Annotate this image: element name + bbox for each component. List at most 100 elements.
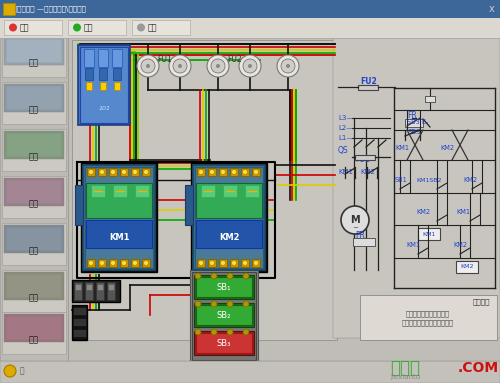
Bar [107, 282, 115, 300]
Bar [120, 168, 128, 176]
Bar [74, 282, 82, 300]
Bar [4, 272, 64, 300]
Bar [190, 270, 258, 362]
Bar [4, 131, 64, 159]
Text: 接线图: 接线图 [390, 359, 420, 377]
Bar [86, 82, 92, 90]
Bar [78, 45, 130, 125]
Bar [97, 284, 103, 290]
Bar [185, 185, 193, 225]
Circle shape [9, 23, 17, 31]
Text: QS: QS [338, 146, 348, 154]
Bar [2, 82, 66, 124]
Text: KM1: KM1 [406, 242, 420, 248]
Circle shape [100, 170, 104, 175]
Bar [91, 185, 105, 197]
Bar [245, 185, 259, 197]
Circle shape [211, 301, 217, 307]
Text: KM2: KM2 [360, 169, 375, 175]
Circle shape [227, 273, 233, 279]
Bar [223, 185, 237, 197]
Text: FU1: FU1 [158, 56, 172, 64]
Text: 帮助: 帮助 [148, 23, 158, 32]
Bar [197, 259, 205, 267]
Circle shape [137, 55, 159, 77]
Bar [72, 280, 120, 302]
Bar [405, 119, 423, 127]
Bar [360, 295, 497, 340]
Bar [75, 284, 81, 290]
Circle shape [242, 260, 248, 265]
Bar [197, 168, 205, 176]
Text: KM1: KM1 [338, 169, 353, 175]
Circle shape [242, 170, 248, 175]
Text: 关: 关 [20, 367, 24, 375]
Circle shape [277, 55, 299, 77]
Bar [208, 259, 216, 267]
Bar [196, 183, 262, 218]
Circle shape [173, 59, 187, 73]
Circle shape [248, 64, 252, 68]
Bar [113, 185, 127, 197]
Circle shape [211, 329, 217, 335]
Bar [0, 38, 68, 383]
Bar [86, 284, 92, 290]
Bar [2, 270, 66, 312]
Bar [142, 168, 150, 176]
Bar [6, 227, 62, 251]
Bar [418, 228, 440, 240]
Bar [135, 185, 149, 197]
Text: KM2: KM2 [453, 242, 467, 248]
Text: L1—: L1— [338, 135, 353, 141]
Circle shape [198, 170, 203, 175]
Circle shape [110, 260, 116, 265]
Bar [358, 85, 378, 90]
Bar [132, 20, 190, 35]
Text: FR: FR [355, 231, 365, 239]
Bar [353, 238, 375, 246]
Bar [87, 168, 95, 176]
Circle shape [141, 59, 155, 73]
Circle shape [207, 55, 229, 77]
Bar [85, 167, 153, 268]
Circle shape [178, 64, 182, 68]
Circle shape [232, 170, 236, 175]
Bar [193, 165, 265, 270]
Text: FU2: FU2 [228, 56, 242, 64]
Circle shape [211, 273, 217, 279]
Text: KM2: KM2 [463, 177, 477, 183]
Bar [2, 176, 66, 218]
Bar [73, 329, 86, 337]
Text: ~: ~ [352, 225, 358, 231]
Bar [85, 68, 93, 80]
Circle shape [122, 170, 126, 175]
Circle shape [122, 260, 126, 265]
Bar [2, 35, 66, 77]
Circle shape [88, 260, 94, 265]
Bar [333, 38, 500, 338]
Circle shape [195, 273, 201, 279]
Bar [68, 38, 496, 373]
Circle shape [169, 55, 191, 77]
Text: KM2: KM2 [416, 209, 430, 215]
Text: KM1: KM1 [109, 232, 129, 242]
Text: KM1SB2: KM1SB2 [416, 177, 442, 183]
Text: 首页: 首页 [20, 23, 30, 32]
Bar [456, 261, 478, 273]
Bar [2, 223, 66, 265]
Bar [425, 96, 435, 102]
Circle shape [243, 59, 257, 73]
Circle shape [254, 260, 258, 265]
Bar [194, 331, 254, 355]
Bar [195, 167, 263, 268]
Text: KM1: KM1 [395, 145, 409, 151]
Bar [72, 305, 87, 340]
Bar [6, 86, 62, 110]
Text: KM1: KM1 [456, 209, 470, 215]
Bar [4, 225, 64, 253]
Circle shape [211, 59, 225, 73]
Circle shape [144, 170, 148, 175]
Circle shape [243, 273, 249, 279]
Circle shape [239, 55, 261, 77]
Bar [86, 220, 152, 248]
